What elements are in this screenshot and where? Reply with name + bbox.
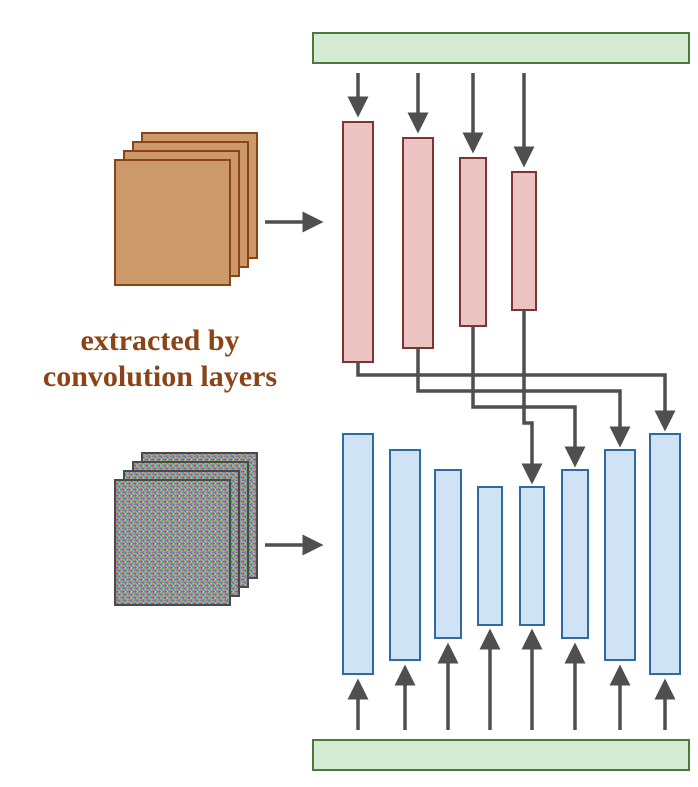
red-encoder-bar-1 [403,138,433,348]
blue-decoder-bar-3 [478,487,502,625]
noise-card [115,480,230,605]
red-to-blue-route-1 [418,348,620,444]
blue-decoder-bar-1 [390,450,420,660]
bottom-green-bar [313,740,689,770]
caption-line-2: convolution layers [43,360,277,393]
blue-decoder-bar-5 [562,470,588,638]
blue-decoder-bar-2 [435,470,461,638]
blue-decoder-bar-6 [605,450,635,660]
blue-decoder-bar-0 [343,434,373,674]
caption-line-1: extracted by [80,324,239,357]
red-encoder-bar-3 [512,172,536,310]
red-to-blue-route-3 [524,310,532,481]
red-encoder-bar-2 [460,158,486,326]
blue-decoder-bar-4 [520,487,544,625]
top-green-bar [313,33,689,63]
brown-feature-card [115,160,230,285]
blue-decoder-bar-7 [650,434,680,674]
red-encoder-bar-0 [343,122,373,362]
